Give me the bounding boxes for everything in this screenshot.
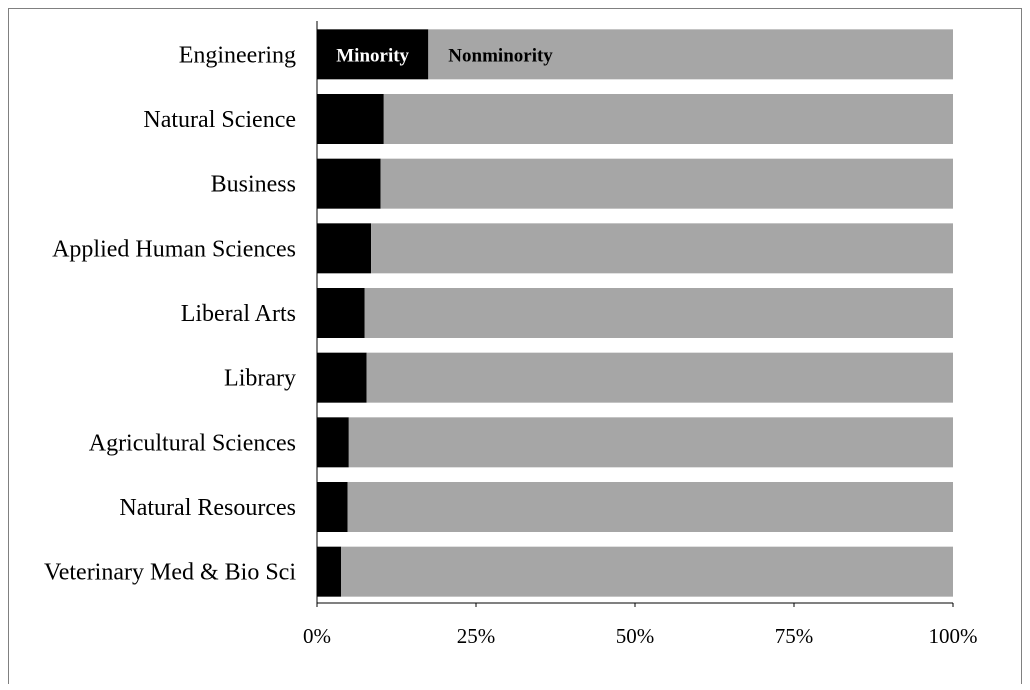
bar-segment-nonminority [380, 158, 954, 209]
bar-segment-nonminority [428, 29, 953, 80]
bar-segment-minority [317, 482, 348, 532]
category-label: Applied Human Sciences [52, 236, 296, 262]
bar-segment-nonminority [371, 223, 953, 274]
axes-group [316, 21, 954, 607]
x-tick-label: 0% [303, 624, 331, 648]
category-label: Natural Science [143, 107, 296, 133]
category-label: Liberal Arts [181, 301, 296, 327]
category-label: Business [211, 172, 296, 198]
bar-segment-nonminority [347, 482, 953, 532]
bar-segment-nonminority [341, 546, 954, 597]
bar-segment-minority [317, 223, 372, 274]
series-label-nonminority: Nonminority [448, 45, 553, 66]
bar-segment-nonminority [364, 288, 953, 338]
bar-segment-minority [317, 417, 349, 468]
category-label: Veterinary Med & Bio Sci [44, 560, 296, 586]
bar-segment-minority [317, 94, 384, 144]
x-tick-label: 50% [616, 624, 655, 648]
series-label-minority: Minority [336, 45, 409, 66]
bar-segment-nonminority [366, 352, 953, 403]
bar-segment-minority [317, 352, 367, 403]
segment-labels: Minority Nonminority [336, 45, 553, 66]
x-tick-label: 25% [457, 624, 496, 648]
bar-segment-nonminority [383, 94, 953, 144]
x-tick-label: 100% [929, 624, 978, 648]
bar-segment-nonminority [348, 417, 953, 468]
bar-segment-minority [317, 29, 429, 80]
bar-segment-minority [317, 546, 342, 597]
x-tick-label: 75% [775, 624, 814, 648]
bars-group [317, 29, 954, 597]
category-label: Agricultural Sciences [89, 430, 296, 456]
category-label: Library [224, 366, 296, 392]
category-label: Engineering [179, 42, 296, 68]
category-labels: Engineering Natural Science Business Applie… [44, 42, 296, 585]
category-label: Natural Resources [119, 495, 296, 521]
bar-segment-minority [317, 158, 381, 209]
bar-segment-minority [317, 288, 365, 338]
x-tick-labels: 0% 25% 50% 75% 100% [303, 624, 978, 648]
